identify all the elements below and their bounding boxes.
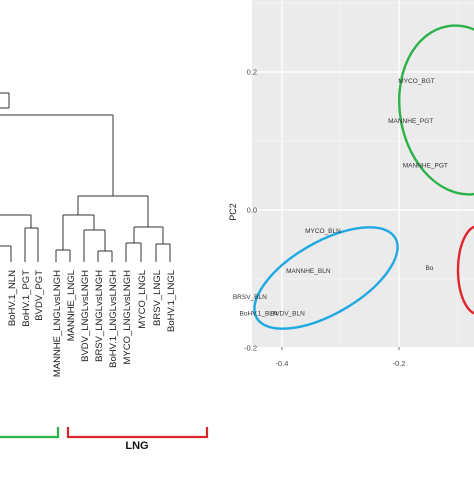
point-label: MANNHE_BLN — [286, 268, 331, 275]
point-label: MYCO_BLN — [305, 228, 341, 235]
dendro-leaf-label: MANNHE_LNGLvsLNGH — [52, 270, 63, 377]
dendrogram-chart: BoHV.1_NLN BoHV.1_PGT BVDV_PGT MANNHE_LNGLv… — [0, 92, 209, 452]
y-tick-label: -0.2 — [244, 344, 257, 353]
dendro-leaf-label: BoHV.1_LNGL — [166, 270, 177, 332]
dendro-leaf-label: BoHV.1_PGT — [21, 270, 32, 327]
plot-panel-background — [252, 0, 474, 347]
y-tick-label: 0.0 — [247, 206, 257, 215]
x-tick-label: -0.4 — [276, 359, 289, 368]
point-label: BRSV_BLN — [233, 294, 267, 301]
dendro-leaf-label: BoHV.1_NLN — [7, 270, 18, 326]
dendro-leaf-label: BVDV_LNGLvsLNGH — [80, 270, 91, 362]
y-tick-label: 0.2 — [247, 68, 257, 77]
cluster-bracket-label-lng: LNG — [125, 440, 148, 452]
dendro-leaf-label: BRSV_LNGL — [152, 270, 163, 326]
dendro-leaf-label: MYCO_LNGLvsLNGH — [122, 270, 133, 365]
cluster-ellipse-blue — [253, 226, 399, 330]
dendro-leaf-label: MYCO_LNGL — [137, 270, 148, 329]
cluster-ellipse-green — [397, 24, 474, 196]
point-label: BVDV_BLN — [271, 310, 305, 317]
point-label: MANNHE_PGT — [403, 162, 448, 169]
point-label: Bo — [425, 265, 433, 272]
dendro-leaf-label: BVDV_PGT — [34, 270, 45, 321]
point-label: MYCO_BGT — [398, 78, 435, 85]
cluster-ellipse-red — [456, 225, 474, 315]
pca-scatter-chart: MYCO_BLN MANNHE_BLN BRSV_BLN BoHV.1_BLNBVDV… — [228, 0, 474, 368]
x-tick-label: -0.2 — [393, 359, 406, 368]
cluster-bracket-left — [0, 427, 60, 439]
cluster-bracket-lng — [66, 427, 209, 439]
dendro-leaf-label: BoHV.1_LNGLvsLNGH — [108, 270, 119, 368]
point-label: MANNHE_PGT — [388, 118, 433, 125]
dendro-leaf-label: MANNHE_LNGL — [66, 270, 77, 341]
y-axis-label: PC2 — [228, 203, 238, 221]
dendro-leaf-label: BRSV_LNGLvsLNGH — [94, 270, 105, 362]
point-label: BoHV.1_BLN — [240, 310, 278, 317]
